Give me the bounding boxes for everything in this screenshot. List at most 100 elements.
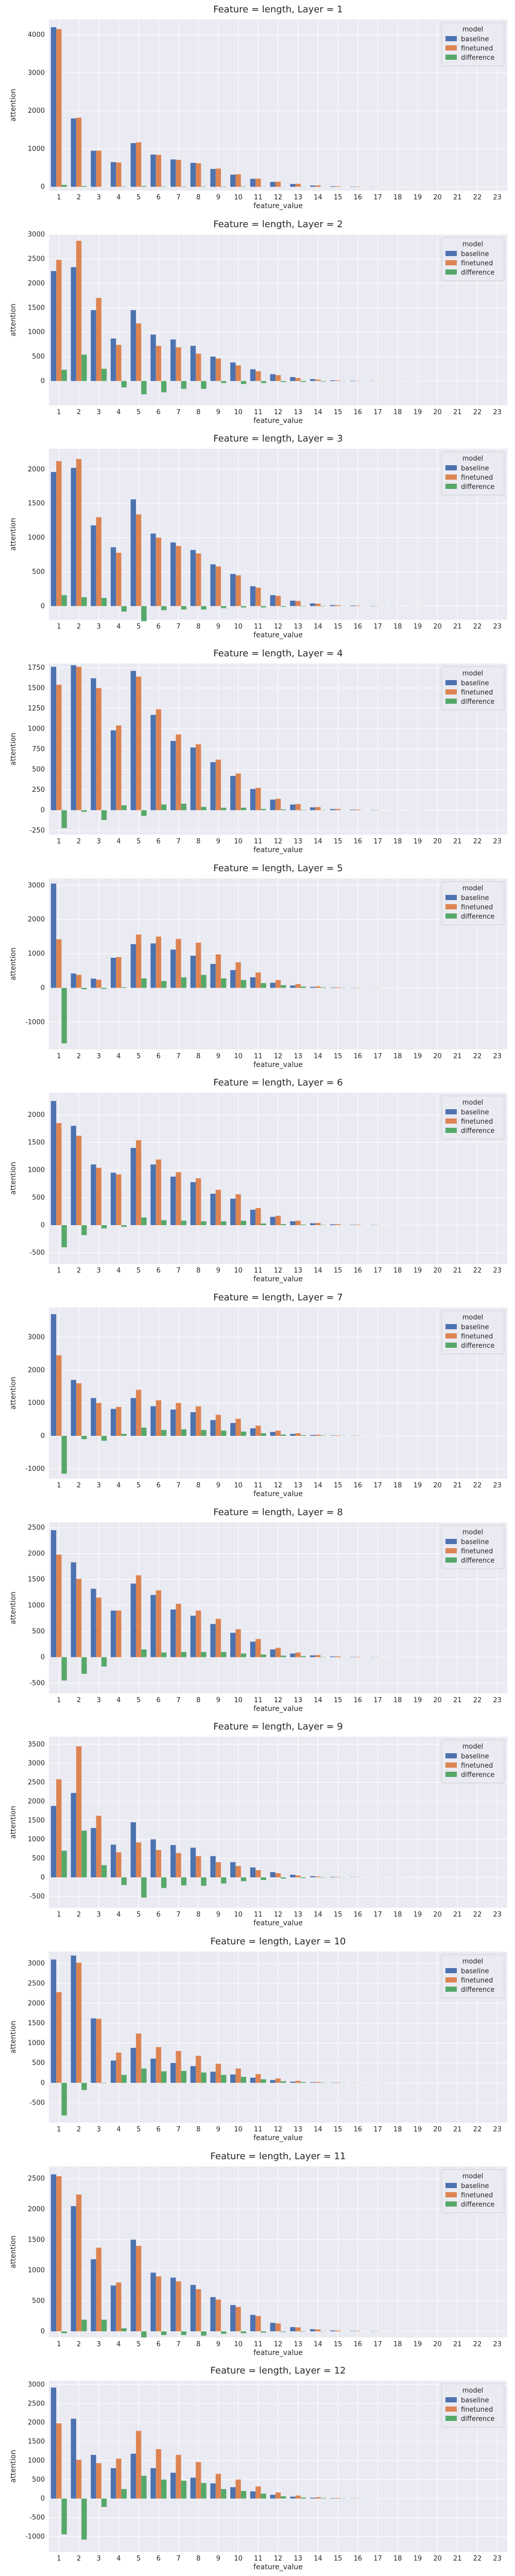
bar-baseline-2 (71, 468, 76, 606)
x-tick-label: 7 (176, 194, 180, 201)
x-tick-label: 17 (373, 1267, 382, 1275)
bar-baseline-6 (150, 715, 156, 810)
bar-baseline-14 (310, 603, 316, 606)
bar-baseline-1 (50, 1959, 57, 2083)
legend-label-baseline: baseline (461, 1753, 489, 1760)
bar-baseline-3 (91, 526, 96, 606)
bar-difference-13 (300, 1656, 306, 1657)
x-tick-label: 17 (373, 2126, 382, 2133)
legend-label-baseline: baseline (461, 2397, 489, 2404)
x-tick-label: 4 (116, 1911, 121, 1919)
bar-difference-9 (221, 381, 227, 383)
bar-finetuned-1 (56, 461, 62, 606)
legend-label-finetuned: finetuned (461, 474, 493, 482)
bar-baseline-7 (170, 543, 176, 606)
bar-baseline-10 (230, 2304, 236, 2331)
bar-finetuned-15 (335, 380, 341, 381)
bar-finetuned-2 (76, 1962, 82, 2083)
x-tick-label: 15 (334, 838, 342, 845)
x-tick-label: 5 (136, 1482, 141, 1489)
bar-baseline-1 (50, 1530, 57, 1657)
x-tick-label: 22 (473, 1697, 482, 1704)
legend-label-baseline: baseline (461, 1968, 489, 1975)
bar-finetuned-2 (76, 2194, 82, 2331)
x-tick-label: 17 (373, 194, 382, 201)
y-tick-label: 1000 (28, 1166, 45, 1174)
legend-swatch-difference (445, 1557, 457, 1563)
bar-baseline-3 (91, 2259, 96, 2331)
x-tick-label: 1 (57, 2555, 61, 2563)
x-tick-label: 20 (433, 1267, 442, 1275)
bar-finetuned-7 (176, 939, 181, 988)
legend-label-difference: difference (461, 1557, 494, 1565)
x-tick-label: 13 (294, 1697, 302, 1704)
bar-finetuned-8 (196, 2462, 201, 2499)
legend-swatch-difference (445, 55, 457, 60)
x-tick-label: 15 (334, 1911, 342, 1919)
bar-finetuned-1 (56, 29, 62, 187)
x-tick-label: 22 (473, 623, 482, 631)
bar-baseline-1 (50, 1314, 57, 1436)
x-axis-label: feature_value (253, 1490, 303, 1498)
x-tick-label: 12 (274, 1482, 283, 1489)
x-tick-label: 20 (433, 1911, 442, 1919)
bar-finetuned-13 (295, 601, 301, 606)
bar-baseline-14 (310, 987, 316, 988)
bar-baseline-7 (170, 159, 176, 187)
y-tick-label: 2000 (28, 1798, 45, 1806)
x-tick-label: 10 (234, 2555, 243, 2563)
bar-baseline-9 (210, 963, 216, 988)
bar-difference-12 (281, 381, 286, 382)
bar-finetuned-3 (96, 1403, 101, 1436)
bar-difference-1 (61, 1225, 67, 1248)
bar-baseline-7 (170, 339, 176, 381)
bar-finetuned-7 (176, 160, 181, 187)
bar-baseline-1 (50, 1101, 57, 1226)
y-tick-label: -1000 (25, 1019, 45, 1026)
bar-finetuned-1 (56, 939, 62, 988)
y-tick-label: 1000 (28, 2457, 45, 2465)
bar-baseline-10 (230, 175, 236, 187)
bar-baseline-9 (210, 1420, 216, 1436)
x-tick-label: 22 (473, 194, 482, 201)
x-tick-label: 9 (216, 1482, 220, 1489)
bar-difference-8 (201, 807, 207, 810)
legend-swatch-baseline (445, 1324, 457, 1329)
x-tick-label: 5 (136, 623, 141, 631)
x-tick-label: 3 (97, 409, 101, 416)
bar-finetuned-2 (76, 117, 82, 187)
x-tick-label: 3 (97, 1697, 101, 1704)
bar-finetuned-1 (56, 1123, 62, 1226)
bar-baseline-11 (250, 2492, 256, 2499)
bar-difference-3 (101, 988, 107, 989)
x-tick-label: 6 (157, 2126, 161, 2133)
legend-swatch-difference (445, 1128, 457, 1133)
bar-baseline-6 (150, 1406, 156, 1436)
legend-label-baseline: baseline (461, 1538, 489, 1546)
bar-finetuned-11 (255, 972, 261, 988)
y-tick-label: 1000 (28, 145, 45, 153)
x-tick-label: 4 (116, 2555, 121, 2563)
bar-baseline-10 (230, 1632, 236, 1657)
bar-finetuned-10 (235, 2480, 241, 2499)
bar-difference-3 (101, 810, 107, 820)
x-tick-label: 19 (414, 838, 422, 845)
x-tick-label: 3 (97, 2555, 101, 2563)
x-tick-label: 14 (314, 2341, 322, 2348)
bar-finetuned-9 (215, 2474, 221, 2499)
legend-label-finetuned: finetuned (461, 1762, 493, 1770)
bar-finetuned-7 (176, 1853, 181, 1878)
x-tick-label: 7 (176, 1697, 180, 1704)
bar-baseline-3 (91, 1164, 96, 1226)
y-tick-label: 2000 (28, 466, 45, 473)
legend-label-difference: difference (461, 2415, 494, 2423)
chart-title: Feature = length, Layer = 4 (213, 648, 343, 659)
y-tick-label: -500 (29, 2514, 45, 2522)
bar-finetuned-8 (196, 2289, 201, 2331)
x-tick-label: 23 (493, 1053, 502, 1060)
y-tick-label: 3000 (28, 1760, 45, 1768)
bar-finetuned-8 (196, 163, 201, 187)
bar-baseline-7 (170, 1845, 176, 1878)
